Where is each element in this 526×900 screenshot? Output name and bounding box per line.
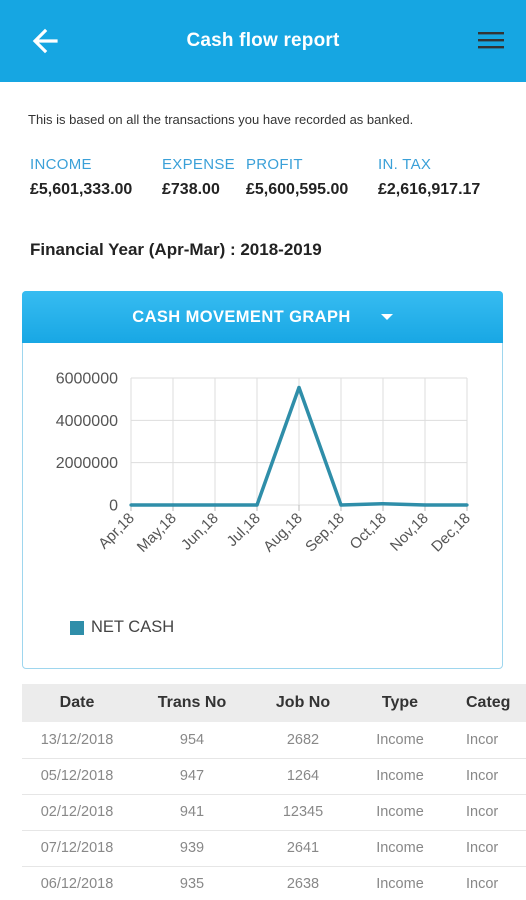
y-tick-label: 6000000 <box>56 371 118 388</box>
data-point <box>171 503 175 507</box>
data-point <box>213 503 217 507</box>
cell-type: Income <box>354 722 446 759</box>
cell-date: 13/12/2018 <box>22 722 132 759</box>
table-row[interactable]: 07/12/2018 939 2641 Income Incor <box>22 830 526 867</box>
x-tick-label: Dec,18 <box>428 510 474 556</box>
cell-job-no: 12345 <box>252 794 354 831</box>
cell-trans-no: 954 <box>132 722 252 759</box>
x-tick-label: Aug,18 <box>260 510 306 556</box>
graph-title: CASH MOVEMENT GRAPH <box>132 307 351 326</box>
cell-job-no: 2638 <box>252 866 354 900</box>
table-row[interactable]: 05/12/2018 947 1264 Income Incor <box>22 758 526 795</box>
cell-type: Income <box>354 830 446 867</box>
summary-stats: INCOME £5,601,333.00 EXPENSE £738.00 PRO… <box>0 156 526 216</box>
arrow-left-icon[interactable] <box>28 24 62 58</box>
stat-income-tax: IN. TAX £2,616,917.17 <box>378 156 480 199</box>
legend-swatch <box>70 620 84 635</box>
caret-down-icon <box>380 314 393 320</box>
data-point <box>339 503 343 507</box>
stat-value: £2,616,917.17 <box>378 181 481 198</box>
cell-category: Incor <box>446 794 526 831</box>
cell-type: Income <box>354 758 446 795</box>
cell-category: Incor <box>446 866 526 900</box>
financial-year: Financial Year (Apr-Mar) : 2018-2019 <box>30 240 322 259</box>
cell-category: Incor <box>446 758 526 795</box>
cell-trans-no: 941 <box>132 794 252 831</box>
page-title: Cash flow report <box>186 30 340 51</box>
graph-dropdown[interactable]: CASH MOVEMENT GRAPH <box>22 291 503 343</box>
cell-date: 07/12/2018 <box>22 830 132 867</box>
x-tick-label: May,18 <box>134 510 180 556</box>
cell-date: 06/12/2018 <box>22 866 132 900</box>
table-row[interactable]: 13/12/2018 954 2682 Income Incor <box>22 722 526 759</box>
data-point <box>423 503 427 507</box>
cash-line-chart: 0 2000000 4000000 6000000 Apr,18May,18Jun,18… <box>56 371 474 556</box>
column-header-type[interactable]: Type <box>354 684 446 722</box>
table-row[interactable]: 02/12/2018 941 12345 Income Incor <box>22 794 526 831</box>
x-tick-label: Oct,18 <box>347 510 390 553</box>
stat-value: £5,601,333.00 <box>30 181 133 198</box>
cell-type: Income <box>354 794 446 831</box>
stat-income: INCOME £5,601,333.00 <box>30 156 132 199</box>
x-tick-label: Jul,18 <box>224 510 264 550</box>
table-header-row: Date Trans No Job No Type Categ <box>22 684 526 722</box>
stat-profit: PROFIT £5,600,595.00 <box>246 156 348 199</box>
hamburger-menu-icon[interactable] <box>476 26 506 56</box>
x-tick-label: Sep,18 <box>302 510 348 556</box>
column-header-category[interactable]: Categ <box>446 684 526 722</box>
cell-trans-no: 935 <box>132 866 252 900</box>
column-header-trans-no[interactable]: Trans No <box>132 684 252 722</box>
cell-date: 05/12/2018 <box>22 758 132 795</box>
cell-category: Incor <box>446 722 526 759</box>
cash-movement-card: CASH MOVEMENT GRAPH 0 2000000 4000000 60000… <box>22 291 503 669</box>
cell-trans-no: 947 <box>132 758 252 795</box>
column-header-date[interactable]: Date <box>22 684 132 722</box>
cell-job-no: 2641 <box>252 830 354 867</box>
x-tick-label: Nov,18 <box>387 510 432 555</box>
data-point <box>465 503 469 507</box>
app-bar: Cash flow report <box>0 0 526 82</box>
cell-job-no: 1264 <box>252 758 354 795</box>
cell-date: 02/12/2018 <box>22 794 132 831</box>
data-point <box>129 503 133 507</box>
y-tick-label: 4000000 <box>56 413 118 430</box>
stat-expense: EXPENSE £738.00 <box>162 156 235 199</box>
stat-label: INCOME <box>30 156 92 173</box>
transactions-table[interactable]: Date Trans No Job No Type Categ 13/12/20… <box>22 684 526 900</box>
cell-trans-no: 939 <box>132 830 252 867</box>
x-tick-label: Apr,18 <box>95 510 138 553</box>
stat-value: £5,600,595.00 <box>246 181 349 198</box>
cell-type: Income <box>354 866 446 900</box>
report-note: This is based on all the transactions yo… <box>28 112 414 127</box>
stat-label: EXPENSE <box>162 156 235 173</box>
stat-value: £738.00 <box>162 181 220 198</box>
column-header-job-no[interactable]: Job No <box>252 684 354 722</box>
x-tick-label: Jun,18 <box>178 510 222 554</box>
table-row[interactable]: 06/12/2018 935 2638 Income Incor <box>22 866 526 900</box>
y-tick-label: 2000000 <box>56 455 118 472</box>
data-point <box>381 502 385 506</box>
chart-legend: NET CASH <box>70 618 174 637</box>
cell-job-no: 2682 <box>252 722 354 759</box>
legend-label: NET CASH <box>91 618 175 636</box>
data-point <box>255 503 259 507</box>
y-tick-label: 0 <box>109 498 118 515</box>
data-point <box>297 385 301 390</box>
stat-label: PROFIT <box>246 156 303 173</box>
cell-category: Incor <box>446 830 526 867</box>
stat-label: IN. TAX <box>378 156 432 173</box>
